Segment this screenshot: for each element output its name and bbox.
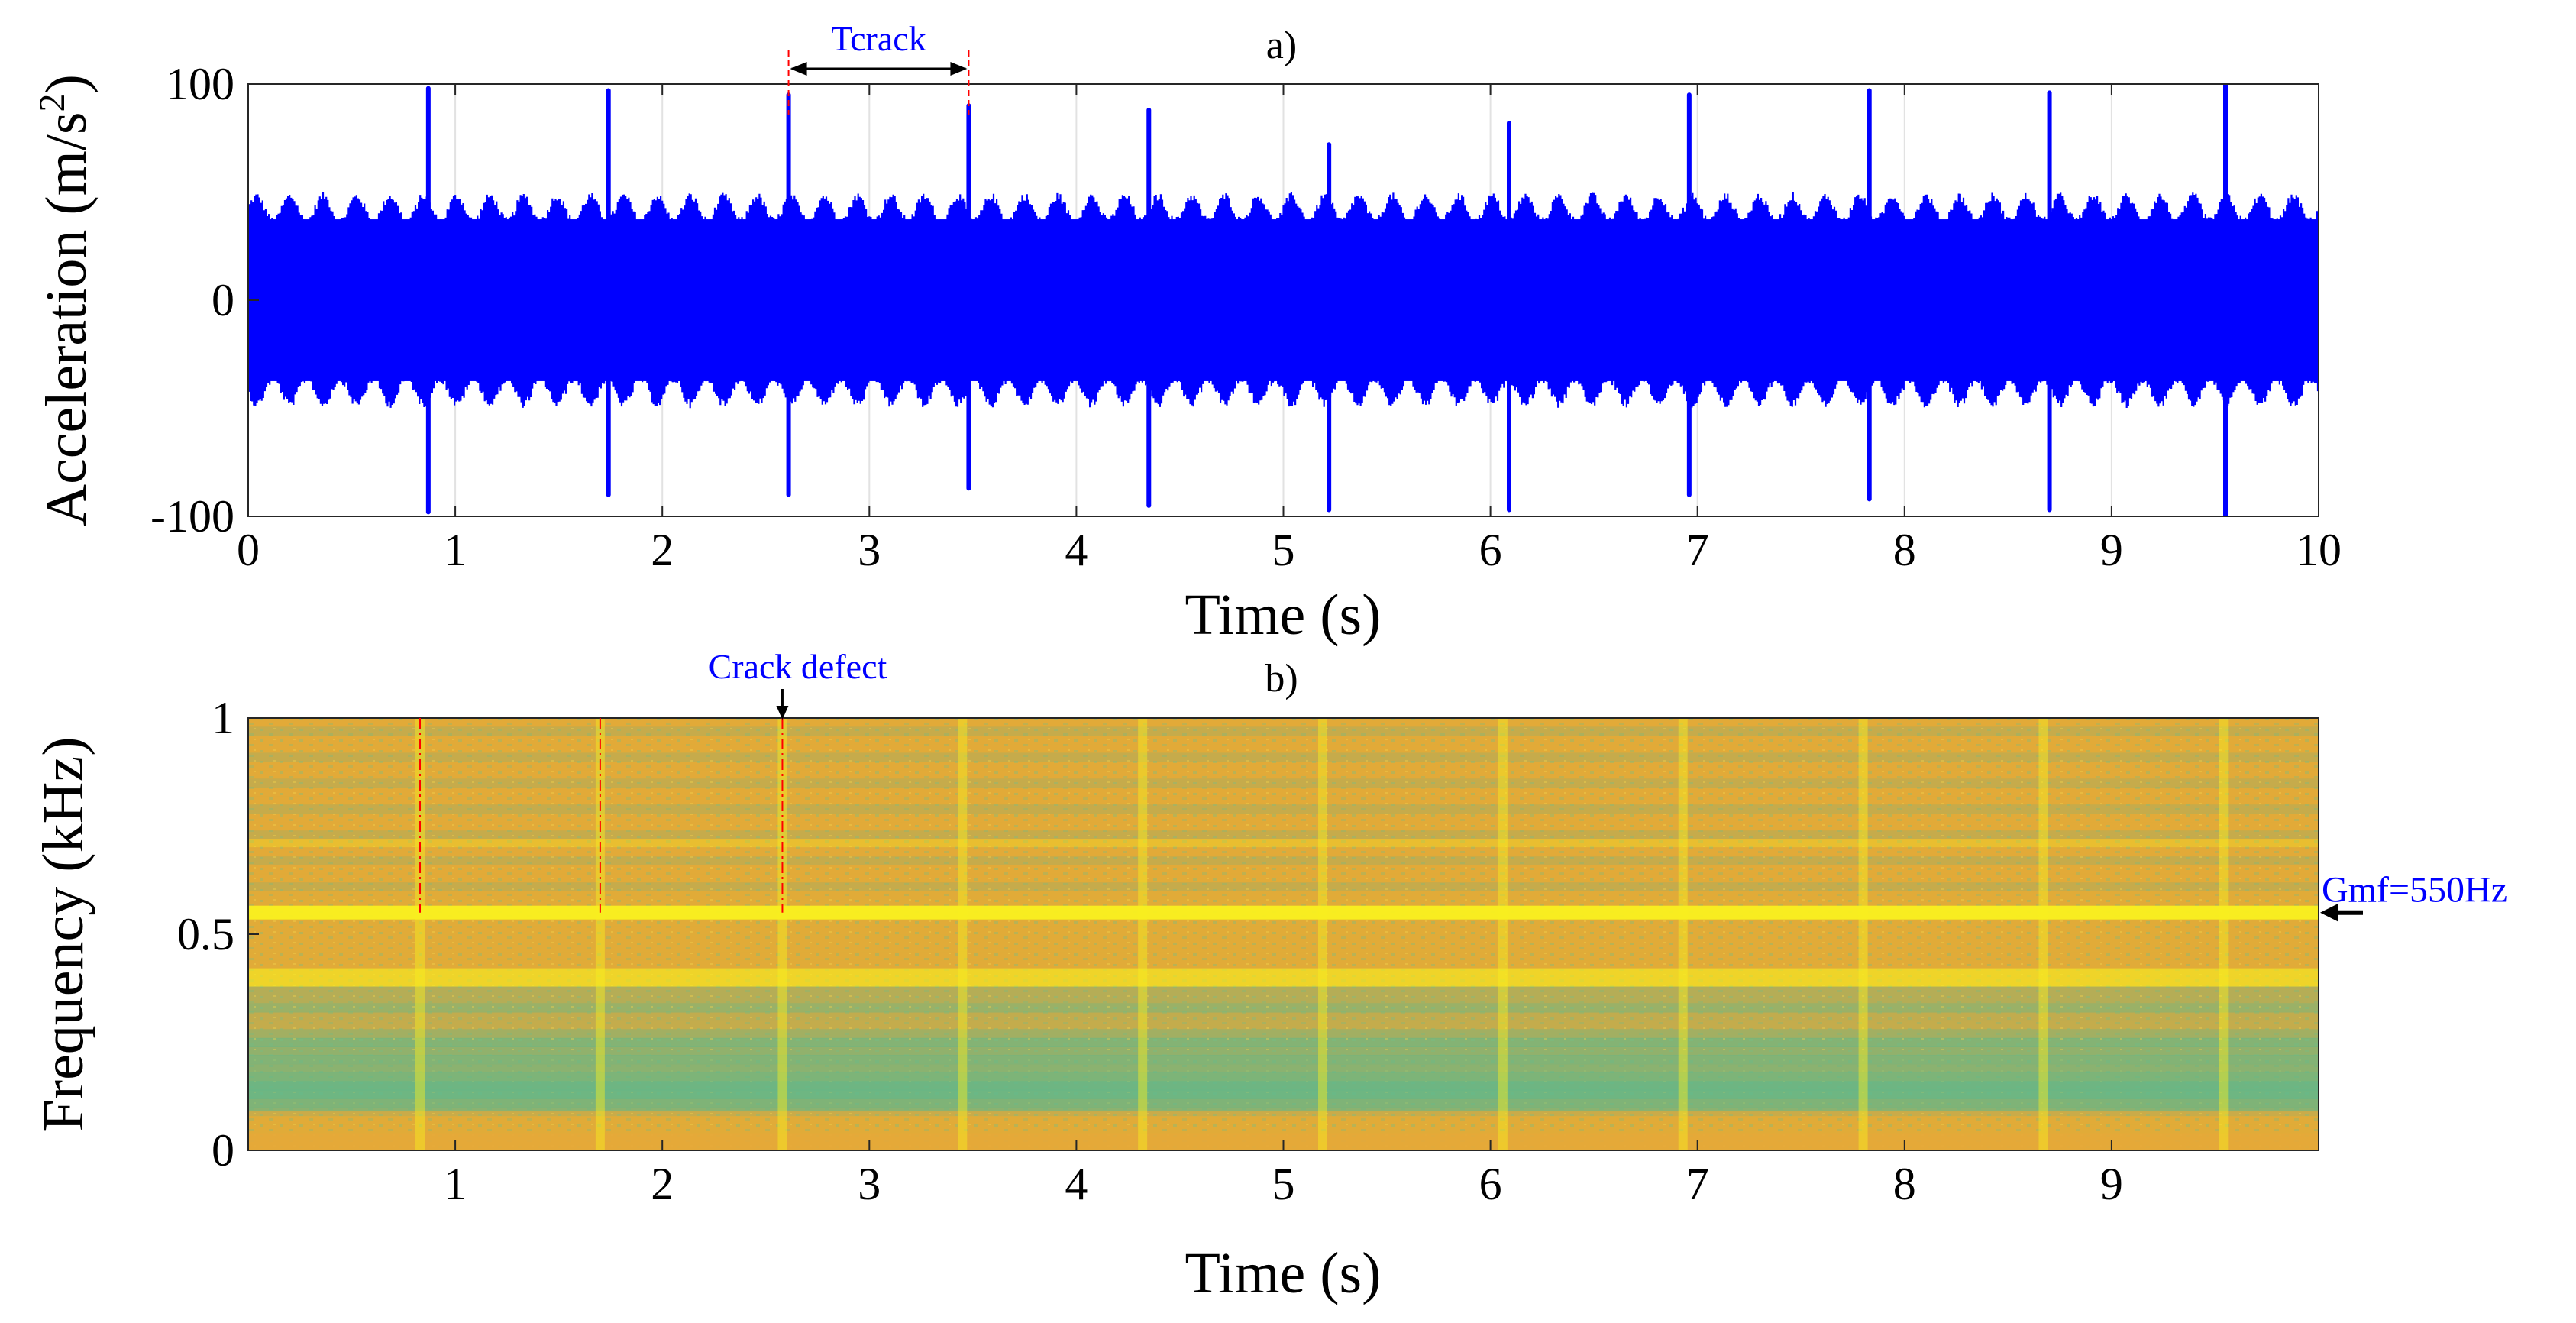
heatmap-impulse-streak xyxy=(1138,718,1148,1150)
x-tick-label: 5 xyxy=(1272,525,1295,575)
ylabel-a-close: ) xyxy=(34,74,99,93)
x-tick-label: 3 xyxy=(858,1159,881,1209)
panel-label-a: a) xyxy=(1266,24,1297,67)
heatmap-impulse-streak xyxy=(777,718,787,1150)
heatmap-bright-band xyxy=(248,905,2319,920)
signal-core xyxy=(248,219,2319,381)
xlabel-a: Time (s) xyxy=(1185,583,1382,647)
heatmap-impulse-streak xyxy=(1498,718,1508,1150)
x-tick-label: 6 xyxy=(1479,1159,1502,1209)
ylabel-a-main: Acceleration (m/s xyxy=(34,112,99,526)
xlabel-b: Time (s) xyxy=(1185,1241,1382,1305)
x-tick-label: 1 xyxy=(444,1159,467,1209)
tcrack-arrow-head-right xyxy=(950,62,968,76)
heatmap-bright-band xyxy=(248,968,2319,987)
y-tick-label: -100 xyxy=(150,491,234,542)
spectrogram-heatmap xyxy=(248,718,2319,1150)
heatmap-impulse-streak xyxy=(2219,718,2229,1150)
gmf-label: Gmf=550Hz xyxy=(2322,870,2507,911)
y-tick-label: 1 xyxy=(212,693,234,743)
x-tick-label: 0 xyxy=(237,525,260,575)
heatmap-impulse-streak xyxy=(415,718,425,1150)
x-tick-label: 8 xyxy=(1893,525,1916,575)
ylabel-b: Frequency (kHz) xyxy=(31,736,95,1131)
heatmap-band-0.7 xyxy=(248,839,2319,848)
heatmap-impulse-streak xyxy=(1318,718,1328,1150)
y-tick-label: 0.5 xyxy=(177,909,234,959)
tcrack-annotation: Tcrack xyxy=(787,19,970,115)
x-tick-label: 10 xyxy=(2296,525,2342,575)
x-tick-label: 7 xyxy=(1686,1159,1709,1209)
signal-series xyxy=(248,84,2319,516)
x-tick-label: 2 xyxy=(651,525,674,575)
heatmap-impulse-streak xyxy=(2038,718,2048,1150)
y-tick-label: 0 xyxy=(212,275,234,325)
ylabel-a: Acceleration (m/s2) xyxy=(32,74,99,526)
crack-defect-label: Crack defect xyxy=(709,647,887,686)
x-tick-label: 2 xyxy=(651,1159,674,1209)
ylabel-a-sup: 2 xyxy=(32,93,73,112)
x-tick-label: 3 xyxy=(858,525,881,575)
x-tick-label: 9 xyxy=(2100,1159,2123,1209)
gmf-arrow-head xyxy=(2320,903,2338,922)
x-tick-label: 8 xyxy=(1893,1159,1916,1209)
crack-defect-arrow-head xyxy=(776,706,789,720)
spectrogram-annotations: Crack defect Gmf=550Hz xyxy=(419,647,2507,922)
heatmap-impulse-streak xyxy=(1678,718,1688,1150)
heatmap-impulse-streak xyxy=(958,718,968,1150)
y-tick-label: 100 xyxy=(166,59,234,109)
x-tick-label: 4 xyxy=(1065,525,1088,575)
heatmap-impulse-streak xyxy=(1858,718,1868,1150)
x-tick-label: 5 xyxy=(1272,1159,1295,1209)
y-tick-label: 0 xyxy=(212,1125,234,1176)
tcrack-arrow-head-left xyxy=(790,62,807,76)
panel-label-b: b) xyxy=(1265,657,1298,700)
tcrack-label: Tcrack xyxy=(831,19,926,58)
x-tick-label: 7 xyxy=(1686,525,1709,575)
ticks-b: 1 2 3 4 5 6 7 8 9 0 0.5 1 xyxy=(177,693,2123,1209)
x-tick-label: 9 xyxy=(2100,525,2123,575)
x-tick-label: 1 xyxy=(444,525,467,575)
heatmap-low-band xyxy=(248,1055,2319,1112)
x-tick-label: 4 xyxy=(1065,1159,1088,1209)
heatmap-impulse-streak xyxy=(595,718,605,1150)
x-tick-label: 6 xyxy=(1479,525,1502,575)
